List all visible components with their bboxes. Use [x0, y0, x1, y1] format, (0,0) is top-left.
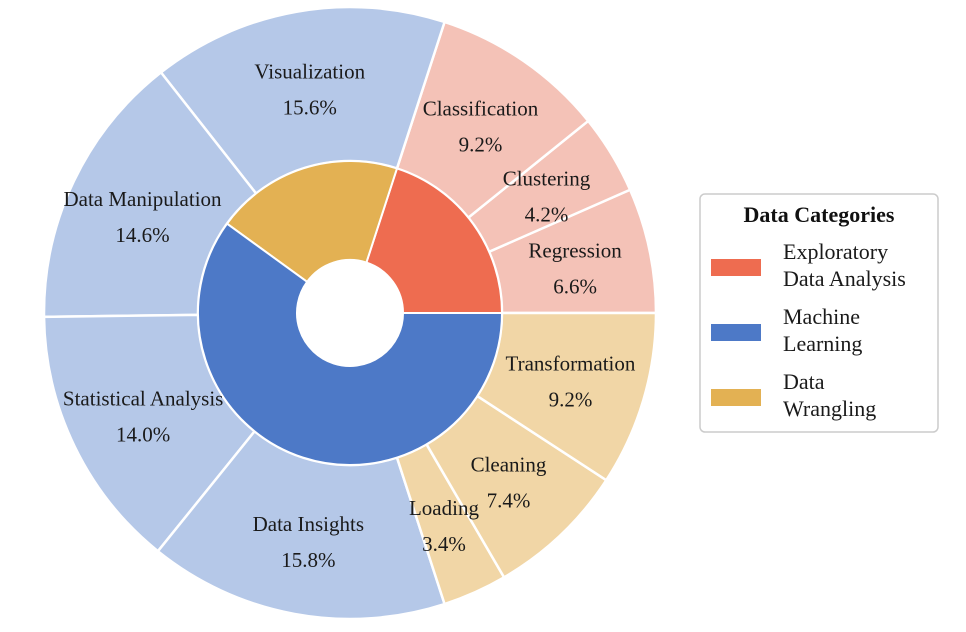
- segment-name-visualization: Visualization: [254, 60, 365, 84]
- legend-label-1-line-1: Exploratory: [783, 239, 888, 264]
- legend-frame: [699, 193, 939, 433]
- segment-name-data-insights: Data Insights: [253, 512, 364, 536]
- segment-percent-visualization: 15.6%: [283, 96, 337, 120]
- segment-percent-data-insights: 15.8%: [281, 548, 335, 572]
- segment-name-cleaning: Cleaning: [471, 453, 547, 477]
- segment-percent-loading: 3.4%: [422, 532, 466, 556]
- segment-name-statistical-analysis: Statistical Analysis: [63, 387, 223, 411]
- inner-wedge-exploratory-data-analysis: [365, 167, 504, 314]
- legend-label-3-line-1: Data: [783, 369, 825, 394]
- legend-swatch-2: [711, 324, 761, 341]
- segment-percent-data-manipulation: 14.6%: [115, 223, 169, 247]
- segment-percent-classification: 9.2%: [459, 133, 503, 157]
- segment-percent-statistical-analysis: 14.0%: [116, 423, 170, 447]
- segment-name-loading: Loading: [409, 496, 479, 520]
- inner-wedge-machine-learning: [197, 222, 504, 466]
- segment-name-regression: Regression: [528, 239, 622, 263]
- inner-wedge-data-wrangling: [225, 160, 399, 284]
- legend-label-3-line-2: Wrangling: [783, 396, 876, 421]
- legend-label-2-line-1: Machine: [783, 304, 860, 329]
- legend-label-1-line-2: Data Analysis: [783, 266, 906, 291]
- legend-title: Data Categories: [744, 202, 895, 227]
- segment-percent-clustering: 4.2%: [525, 202, 569, 226]
- segment-percent-transformation: 9.2%: [549, 388, 593, 412]
- segment-name-data-manipulation: Data Manipulation: [63, 187, 222, 211]
- legend-swatch-3: [711, 389, 761, 406]
- segment-name-clustering: Clustering: [503, 166, 591, 190]
- inner-ring: [197, 160, 504, 466]
- legend-swatch-1: [711, 259, 761, 276]
- legend-label-2-line-2: Learning: [783, 331, 862, 356]
- outer-ring: [42, 5, 658, 621]
- segment-percent-cleaning: 7.4%: [487, 489, 531, 513]
- segment-name-classification: Classification: [423, 97, 539, 121]
- segment-name-transformation: Transformation: [506, 352, 636, 376]
- outer-labels: Regression 6.6% Clustering 4.2% Classificati…: [63, 60, 636, 573]
- segment-percent-regression: 6.6%: [553, 275, 597, 299]
